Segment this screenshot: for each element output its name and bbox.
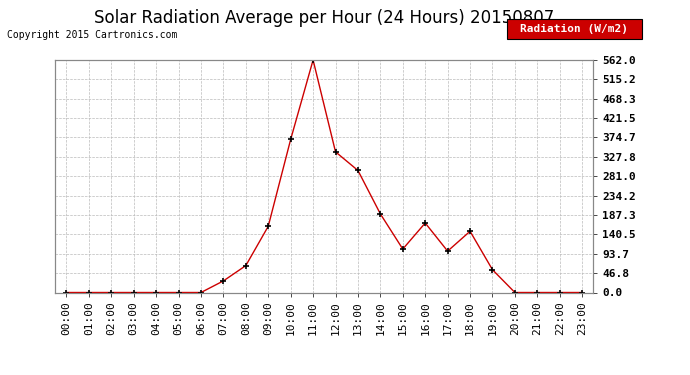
Text: Radiation (W/m2): Radiation (W/m2) [520,24,629,34]
Text: Copyright 2015 Cartronics.com: Copyright 2015 Cartronics.com [7,30,177,40]
Text: Solar Radiation Average per Hour (24 Hours) 20150807: Solar Radiation Average per Hour (24 Hou… [94,9,555,27]
